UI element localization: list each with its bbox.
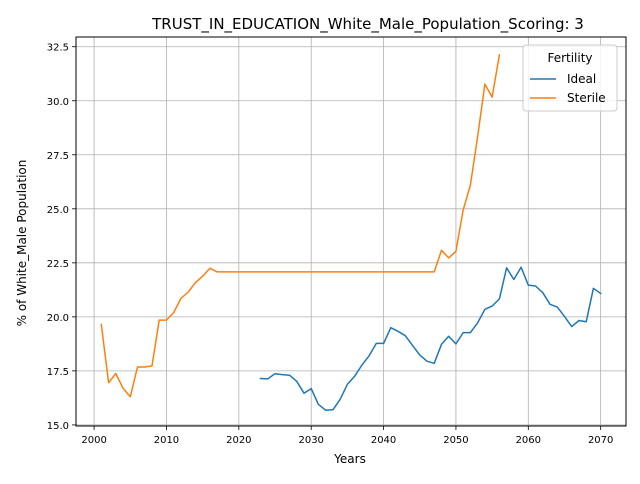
- legend-label-sterile: Sterile: [567, 91, 606, 105]
- series-line-ideal: [259, 266, 602, 411]
- y-axis-label: % of White_Male Population: [15, 160, 29, 327]
- legend-title: Fertility: [547, 51, 592, 65]
- x-tick-label: 2010: [154, 435, 179, 446]
- y-tick-label: 17.5: [47, 367, 69, 378]
- chart-title: TRUST_IN_EDUCATION_White_Male_Population…: [151, 15, 584, 34]
- x-tick-label: 2020: [226, 435, 251, 446]
- y-tick-label: 15.0: [47, 421, 69, 432]
- x-tick-label: 2050: [443, 435, 468, 446]
- x-tick-label: 2040: [371, 435, 396, 446]
- x-tick-label: 2000: [81, 435, 106, 446]
- legend-label-ideal: Ideal: [567, 72, 596, 86]
- y-tick-label: 20.0: [47, 313, 69, 324]
- y-tick-label: 27.5: [47, 151, 69, 162]
- plot-area-frame: [75, 36, 627, 427]
- y-axis-ticks: 15.0 17.5 20.0 22.5 25.0 27.5 30.0 32.5: [47, 43, 76, 432]
- legend: Fertility Ideal Sterile: [522, 44, 618, 112]
- x-axis-label: Years: [333, 452, 366, 466]
- series-lines: [100, 54, 602, 411]
- x-tick-label: 2070: [588, 435, 613, 446]
- series-line-sterile: [100, 54, 501, 398]
- x-axis-ticks: 2000 2010 2020 2030 2040 2050 2060 2070: [81, 426, 613, 446]
- y-tick-label: 30.0: [47, 97, 69, 108]
- y-tick-label: 32.5: [47, 43, 69, 54]
- x-tick-label: 2030: [298, 435, 323, 446]
- legend-box: [522, 44, 618, 112]
- grid-lines: [76, 37, 626, 426]
- y-tick-label: 22.5: [47, 259, 69, 270]
- y-tick-label: 25.0: [47, 205, 69, 216]
- x-tick-label: 2060: [516, 435, 541, 446]
